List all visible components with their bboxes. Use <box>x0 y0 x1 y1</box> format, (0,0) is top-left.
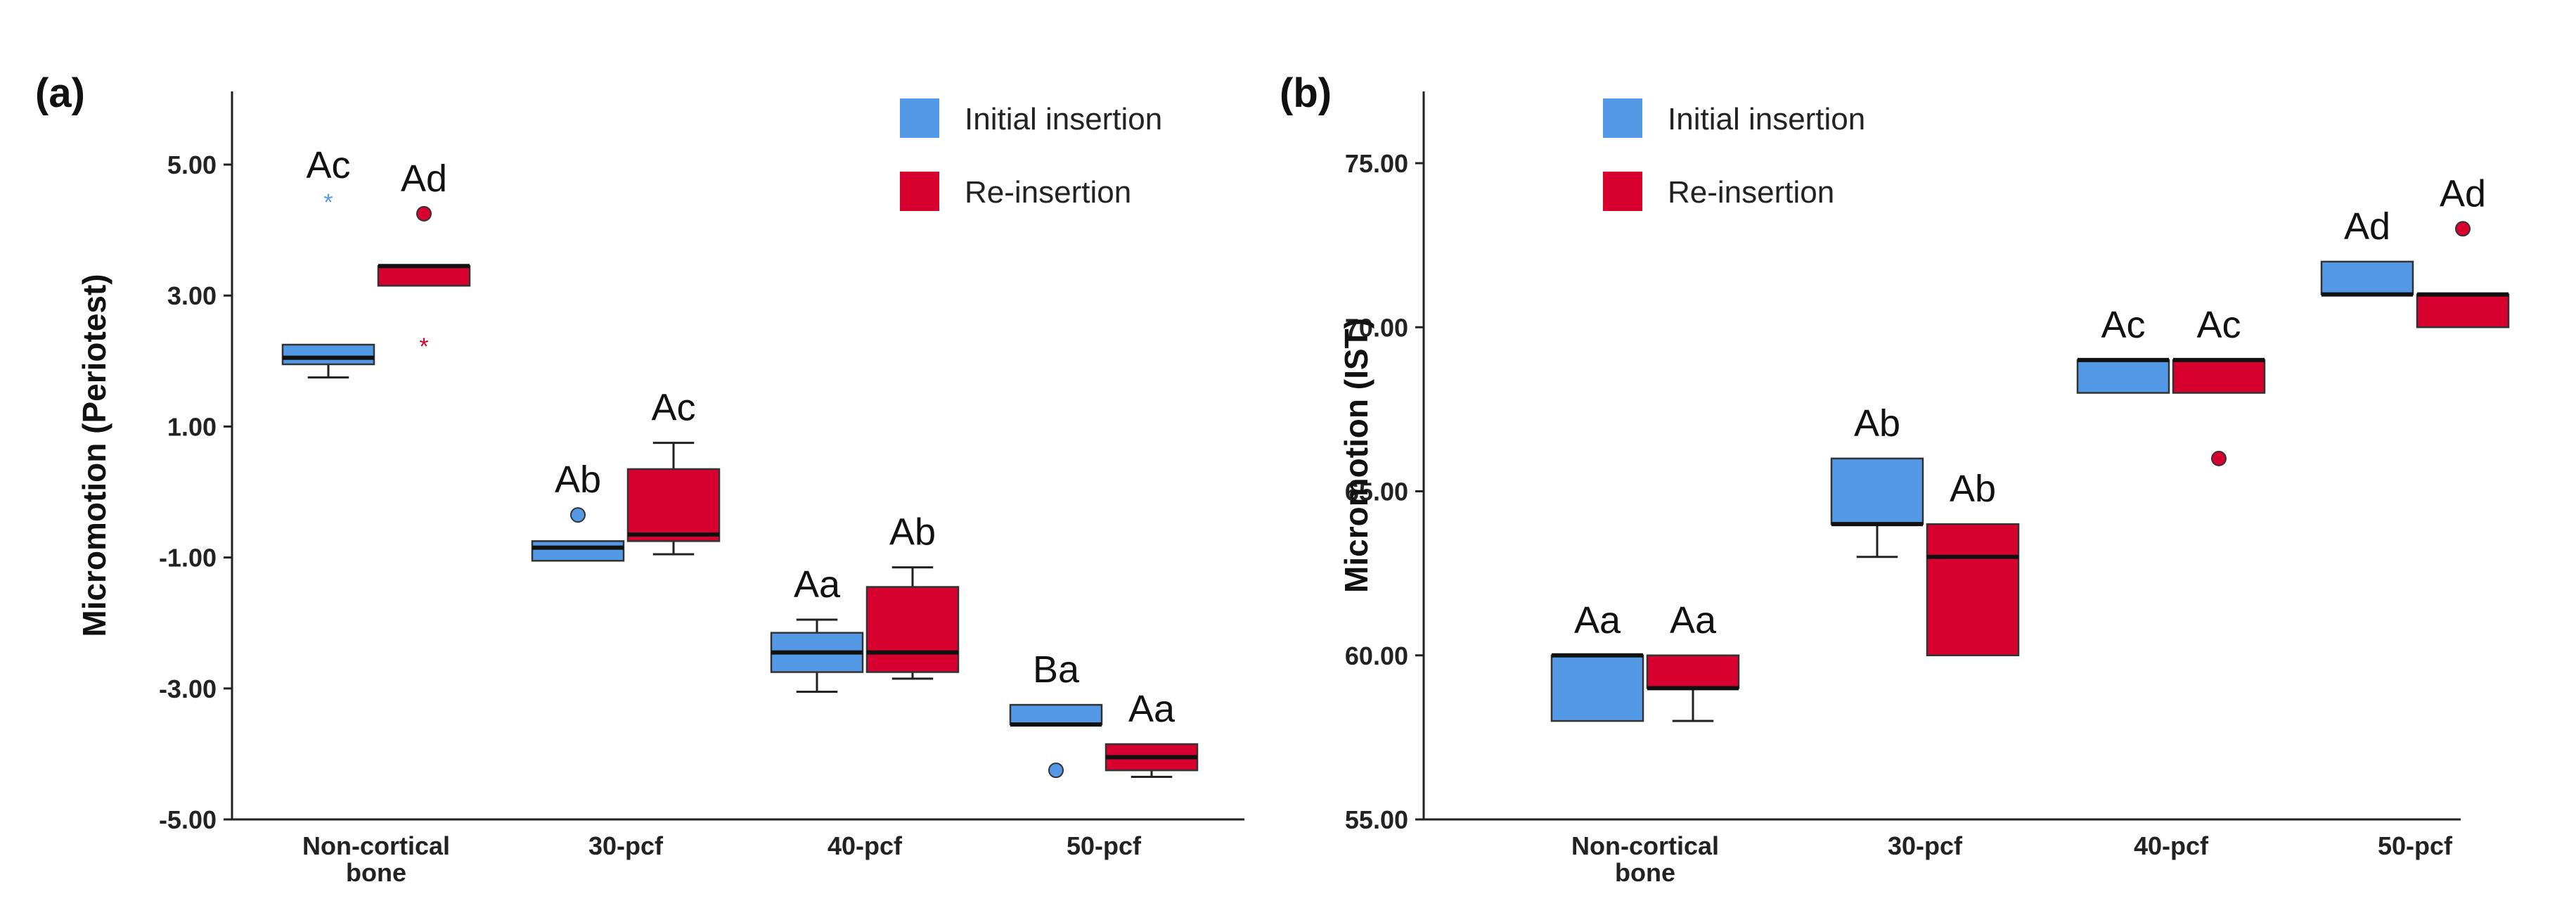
box <box>2416 293 2510 328</box>
y-tick-label: 1.00 <box>167 412 217 441</box>
significance-label: Ba <box>1033 649 1080 691</box>
y-axis-title: Micromotion (IST) <box>1338 318 1374 593</box>
box <box>1830 457 1924 525</box>
y-tick-label: 75.00 <box>1345 149 1408 178</box>
box <box>531 540 625 562</box>
box <box>2320 260 2414 295</box>
legend: Initial insertion Re-insertion <box>1603 98 1865 211</box>
box <box>626 468 721 542</box>
outlier-point <box>2455 221 2471 237</box>
chart-panel-a: (a) 5.00 3.00 1.00 -1.00 -3.00 -5.00 Micromotio… <box>35 70 1244 887</box>
x-tick-label: bone <box>346 858 406 887</box>
legend-label-initial: Initial insertion <box>1668 102 1865 136</box>
legend-swatch-reinsertion <box>1603 172 1642 211</box>
outlier-point <box>2211 450 2227 466</box>
box <box>1009 703 1103 726</box>
x-tick-label: 40-pcf <box>827 831 903 860</box>
box <box>2172 359 2266 394</box>
significance-label: Aa <box>794 563 841 606</box>
x-tick-label: bone <box>1615 858 1675 887</box>
outlier-point <box>570 507 586 523</box>
significance-label: Ab <box>1950 468 1996 510</box>
y-tick-label: 65.00 <box>1345 478 1408 506</box>
box <box>1550 654 1644 722</box>
box <box>377 265 471 287</box>
significance-label: Aa <box>1670 599 1717 641</box>
box <box>1646 654 1740 689</box>
x-tick-label: 30-pcf <box>588 831 664 860</box>
x-tick-label: 40-pcf <box>2134 831 2209 860</box>
box <box>865 586 960 673</box>
box <box>1926 523 2020 657</box>
chart-panel-b: (b) 75.00 70.00 65.00 60.00 55.00 Micromotion … <box>1280 70 2510 887</box>
legend-swatch-initial <box>900 98 939 138</box>
legend-swatch-initial <box>1603 98 1642 138</box>
y-tick-label: 55.00 <box>1345 805 1408 834</box>
panel-label: (a) <box>35 70 85 116</box>
x-tick-label: Non-cortical <box>1571 831 1719 860</box>
y-tick-label: 60.00 <box>1345 641 1408 670</box>
significance-label: Ac <box>2101 304 2145 346</box>
y-tick-label: -3.00 <box>159 675 217 703</box>
x-tick-label: 50-pcf <box>2378 831 2453 860</box>
significance-label: Ad <box>2344 205 2390 248</box>
significance-label: Ad <box>2440 172 2486 215</box>
x-tick-label: 30-pcf <box>1888 831 1963 860</box>
y-axis-title: Micromotion (Periotest) <box>76 274 112 637</box>
x-tick-label: Non-cortical <box>302 831 450 860</box>
significance-label: Aa <box>1128 688 1176 730</box>
significance-label: Ad <box>401 158 447 200</box>
legend-label-initial: Initial insertion <box>965 102 1162 136</box>
panel-label: (b) <box>1280 70 1332 116</box>
y-tick-label: 5.00 <box>167 151 217 179</box>
legend-swatch-reinsertion <box>900 172 939 211</box>
box <box>281 343 375 366</box>
box <box>2076 359 2170 394</box>
legend: Initial insertion Re-insertion <box>900 98 1162 211</box>
significance-label: Ab <box>555 459 601 501</box>
y-tick-label: -1.00 <box>159 544 217 573</box>
outlier-point <box>1048 762 1064 779</box>
y-tick-label: -5.00 <box>159 805 217 834</box>
significance-label: Aa <box>1574 599 1621 641</box>
significance-label: Ac <box>651 387 695 429</box>
extreme-point: * <box>323 189 333 216</box>
legend-label-reinsertion: Re-insertion <box>965 175 1131 210</box>
y-tick-label: 70.00 <box>1345 313 1408 342</box>
significance-label: Ac <box>2196 304 2241 346</box>
significance-label: Ac <box>306 144 350 186</box>
significance-label: Ab <box>889 511 936 554</box>
extreme-point: * <box>419 333 428 360</box>
y-tick-label: 3.00 <box>167 281 217 310</box>
x-tick-label: 50-pcf <box>1067 831 1142 860</box>
significance-label: Ab <box>1854 402 1900 445</box>
outlier-point <box>416 205 432 222</box>
legend-label-reinsertion: Re-insertion <box>1668 175 1834 210</box>
